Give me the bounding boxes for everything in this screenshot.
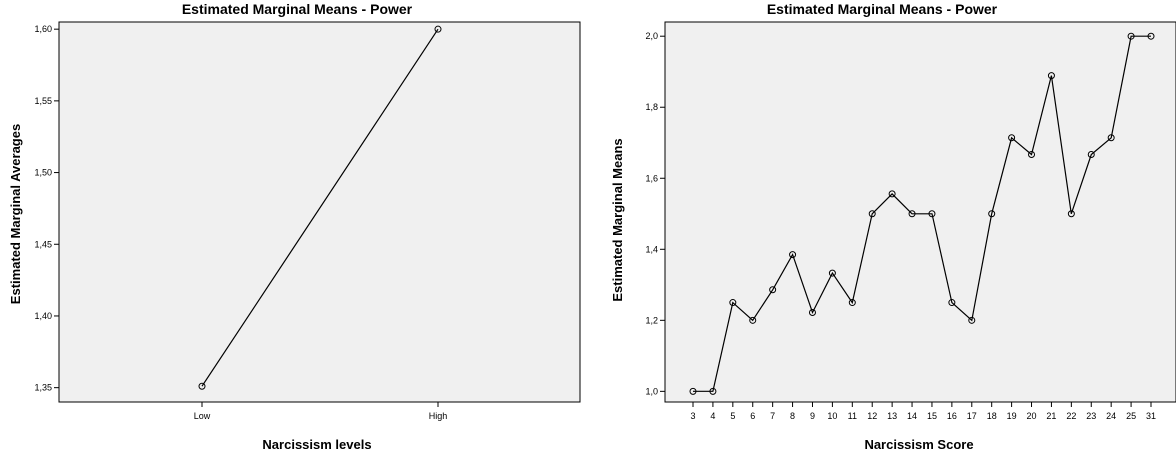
x-tick-label: 5 bbox=[730, 411, 735, 421]
x-tick-label: 13 bbox=[887, 411, 897, 421]
y-tick-label: 1,6 bbox=[645, 173, 658, 183]
y-tick-label: 1,35 bbox=[34, 383, 52, 393]
chart-right: Estimated Marginal Means - Power Narciss… bbox=[590, 0, 1176, 454]
x-tick-label: 6 bbox=[750, 411, 755, 421]
data-point bbox=[988, 210, 996, 218]
x-tick-label: 21 bbox=[1046, 411, 1056, 421]
data-point bbox=[689, 387, 697, 395]
data-point bbox=[709, 387, 717, 395]
x-tick-label: 31 bbox=[1146, 411, 1156, 421]
plot-area bbox=[58, 21, 581, 403]
data-point bbox=[928, 210, 936, 218]
y-tick-label: 2,0 bbox=[645, 31, 658, 41]
data-point bbox=[868, 210, 876, 218]
x-tick-label: 20 bbox=[1027, 411, 1037, 421]
x-tick-label: Low bbox=[194, 411, 211, 421]
data-point bbox=[808, 309, 816, 317]
plot-area bbox=[664, 21, 1176, 403]
y-tick-label: 1,8 bbox=[645, 102, 658, 112]
series-line bbox=[693, 35, 1151, 392]
data-point bbox=[1028, 150, 1036, 158]
data-point bbox=[198, 382, 206, 390]
x-tick-label: 24 bbox=[1106, 411, 1116, 421]
x-tick-label: 15 bbox=[927, 411, 937, 421]
data-point bbox=[828, 269, 836, 277]
x-tick-label: 22 bbox=[1066, 411, 1076, 421]
chart-title: Estimated Marginal Means - Power bbox=[767, 1, 998, 17]
data-point bbox=[1107, 134, 1115, 142]
data-point bbox=[1127, 32, 1135, 40]
x-tick-label: 17 bbox=[967, 411, 977, 421]
x-tick-label: 14 bbox=[907, 411, 917, 421]
data-point bbox=[1147, 32, 1155, 40]
y-tick-label: 1,55 bbox=[34, 96, 52, 106]
x-tick-label: 10 bbox=[827, 411, 837, 421]
data-point bbox=[769, 286, 777, 294]
x-tick-label: 16 bbox=[947, 411, 957, 421]
chart-left-svg: Estimated Marginal Means - Power Narciss… bbox=[8, 1, 581, 452]
x-tick-label: 4 bbox=[710, 411, 715, 421]
x-tick-label: 7 bbox=[770, 411, 775, 421]
x-tick-label: 3 bbox=[690, 411, 695, 421]
data-point bbox=[434, 25, 442, 33]
x-tick-label: High bbox=[429, 411, 448, 421]
x-tick-label: 8 bbox=[790, 411, 795, 421]
data-point bbox=[968, 316, 976, 324]
chart-title: Estimated Marginal Means - Power bbox=[182, 1, 413, 17]
x-tick-label: 12 bbox=[867, 411, 877, 421]
data-point bbox=[729, 299, 737, 307]
series-line bbox=[201, 28, 439, 387]
data-point bbox=[789, 251, 797, 259]
y-axis-label: Estimated Marginal Means bbox=[610, 138, 625, 301]
y-tick-label: 1,40 bbox=[34, 311, 52, 321]
y-tick-label: 1,0 bbox=[645, 386, 658, 396]
y-tick-label: 1,60 bbox=[34, 24, 52, 34]
data-point bbox=[1067, 210, 1075, 218]
chart-right-svg: Estimated Marginal Means - Power Narciss… bbox=[610, 1, 1176, 452]
y-tick-label: 1,50 bbox=[34, 168, 52, 178]
data-point bbox=[1047, 72, 1055, 80]
data-point bbox=[1008, 134, 1016, 142]
x-tick-label: 18 bbox=[987, 411, 997, 421]
x-tick-label: 11 bbox=[848, 411, 857, 421]
data-point bbox=[1087, 150, 1095, 158]
chart-left: Estimated Marginal Means - Power Narciss… bbox=[0, 0, 590, 454]
x-tick-label: 19 bbox=[1007, 411, 1017, 421]
y-tick-label: 1,4 bbox=[645, 244, 658, 254]
x-axis-label: Narcissism Score bbox=[864, 437, 973, 452]
y-axis-label: Estimated Marginal Averages bbox=[8, 124, 23, 304]
data-point bbox=[749, 316, 757, 324]
x-axis-label: Narcissism levels bbox=[262, 437, 371, 452]
data-point bbox=[948, 299, 956, 307]
y-tick-label: 1,45 bbox=[34, 239, 52, 249]
data-point bbox=[908, 210, 916, 218]
x-tick-label: 23 bbox=[1086, 411, 1096, 421]
y-tick-label: 1,2 bbox=[645, 315, 658, 325]
data-point bbox=[888, 190, 896, 198]
x-tick-label: 25 bbox=[1126, 411, 1136, 421]
data-point bbox=[848, 299, 856, 307]
x-tick-label: 9 bbox=[810, 411, 815, 421]
